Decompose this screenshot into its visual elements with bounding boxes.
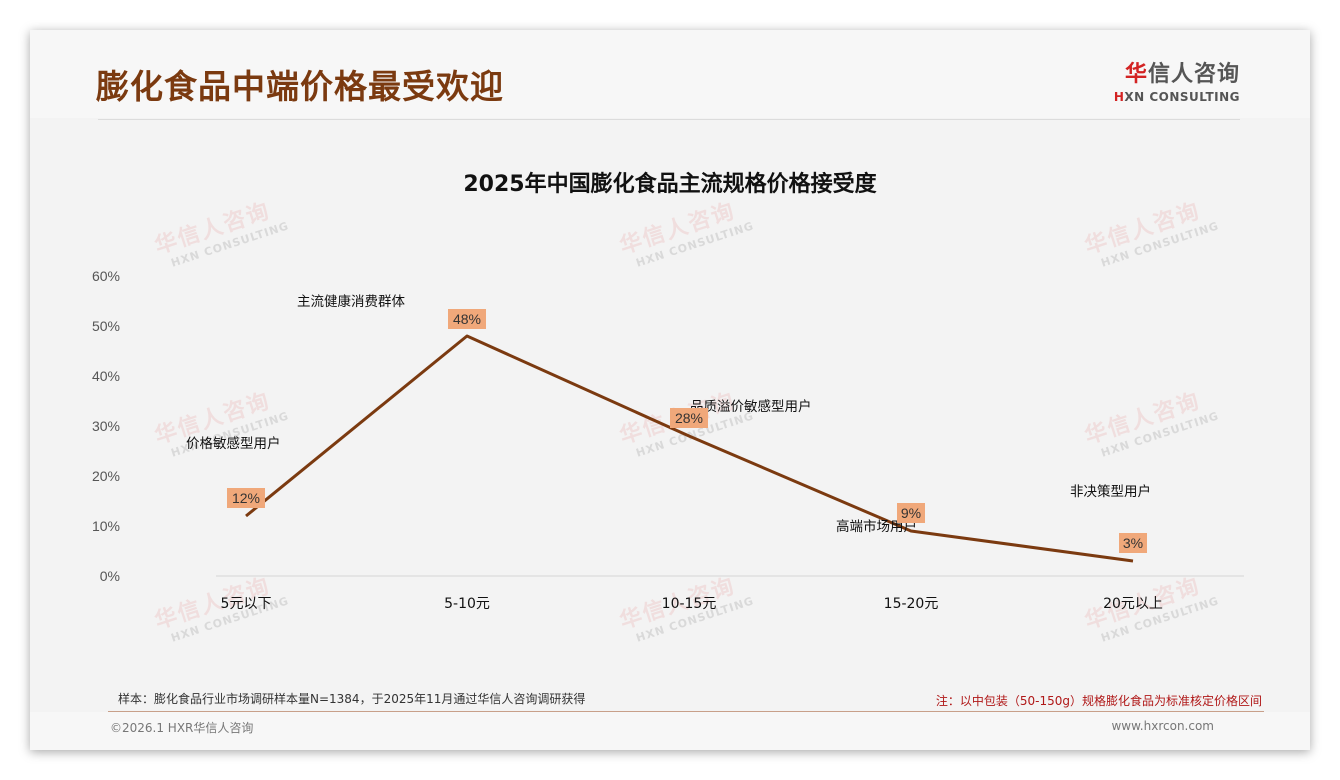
y-tick-label: 60% xyxy=(92,268,120,284)
price-note: 注：以中包装（50-150g）规格膨化食品为标准核定价格区间 xyxy=(935,694,1262,708)
annotation-label: 品质溢价敏感型用户 xyxy=(690,398,812,415)
logo-cn-text: 信人咨询 xyxy=(1147,62,1240,87)
series-line xyxy=(245,334,1134,563)
data-label-bg xyxy=(670,408,708,428)
slide: 膨化食品中端价格最受欢迎 华信人咨询 HXN CONSULTING 华信人咨询 H… xyxy=(30,30,1310,750)
x-tick-label: 20元以上 xyxy=(1103,596,1163,612)
x-tick-label: 5-10元 xyxy=(444,596,490,612)
chart-title: 2025年中国膨化食品主流规格价格接受度 xyxy=(463,172,877,197)
y-tick-label: 20% xyxy=(92,468,120,484)
company-logo: 华信人咨询 HXN CONSULTING xyxy=(1110,64,1240,105)
annotation-label: 主流健康消费群体 xyxy=(297,293,405,310)
data-label-bg xyxy=(227,488,265,508)
website-link[interactable]: www.hxrcon.com xyxy=(1111,719,1214,733)
y-tick-label: 40% xyxy=(92,368,120,384)
line-chart: 0% 10% 20% 30% 40% 50% 60% 5元以下 5-10元 10-15元 15-2… xyxy=(92,268,1244,612)
annotation-label: 非决策型用户 xyxy=(1070,483,1151,500)
logo-en-text: XN CONSULTING xyxy=(1124,90,1240,104)
logo-english: HXN CONSULTING xyxy=(1110,90,1240,104)
logo-en-accent: H xyxy=(1113,90,1125,104)
y-axis: 0% 10% 20% 30% 40% 50% 60% xyxy=(92,268,120,584)
page-title: 膨化食品中端价格最受欢迎 xyxy=(96,67,504,106)
x-tick-label: 5元以下 xyxy=(221,596,272,612)
annotation-label: 价格敏感型用户 xyxy=(186,435,281,452)
x-tick-label: 10-15元 xyxy=(662,596,717,612)
data-label: 12% xyxy=(232,490,260,506)
logo-accent-char: 华 xyxy=(1124,62,1148,87)
data-label-bg xyxy=(897,503,925,523)
copyright: ©2026.1 HXR华信人咨询 xyxy=(110,721,254,735)
data-label: 28% xyxy=(675,410,703,426)
data-label: 48% xyxy=(453,311,481,327)
annotation-label: 高端市场用户 xyxy=(836,518,917,535)
data-label: 9% xyxy=(901,505,921,521)
data-label: 3% xyxy=(1123,535,1143,551)
data-label-bg xyxy=(1119,533,1147,553)
header-band xyxy=(30,30,1310,118)
y-tick-label: 0% xyxy=(100,568,120,584)
header-divider xyxy=(98,119,1240,120)
x-axis: 5元以下 5-10元 10-15元 15-20元 20元以上 xyxy=(221,596,1163,612)
logo-chinese: 华信人咨询 xyxy=(1110,64,1240,86)
data-label-bg xyxy=(448,309,486,329)
data-labels: 12% 48% 28% 9% 3% xyxy=(227,309,1147,553)
x-tick-label: 15-20元 xyxy=(884,596,939,612)
y-tick-label: 10% xyxy=(92,518,120,534)
sample-note: 样本：膨化食品行业市场调研样本量N=1384，于2025年11月通过华信人咨询调… xyxy=(118,692,586,706)
y-tick-label: 30% xyxy=(92,418,120,434)
footer-divider xyxy=(108,711,1264,712)
y-tick-label: 50% xyxy=(92,318,120,334)
footer-band xyxy=(30,712,1310,750)
